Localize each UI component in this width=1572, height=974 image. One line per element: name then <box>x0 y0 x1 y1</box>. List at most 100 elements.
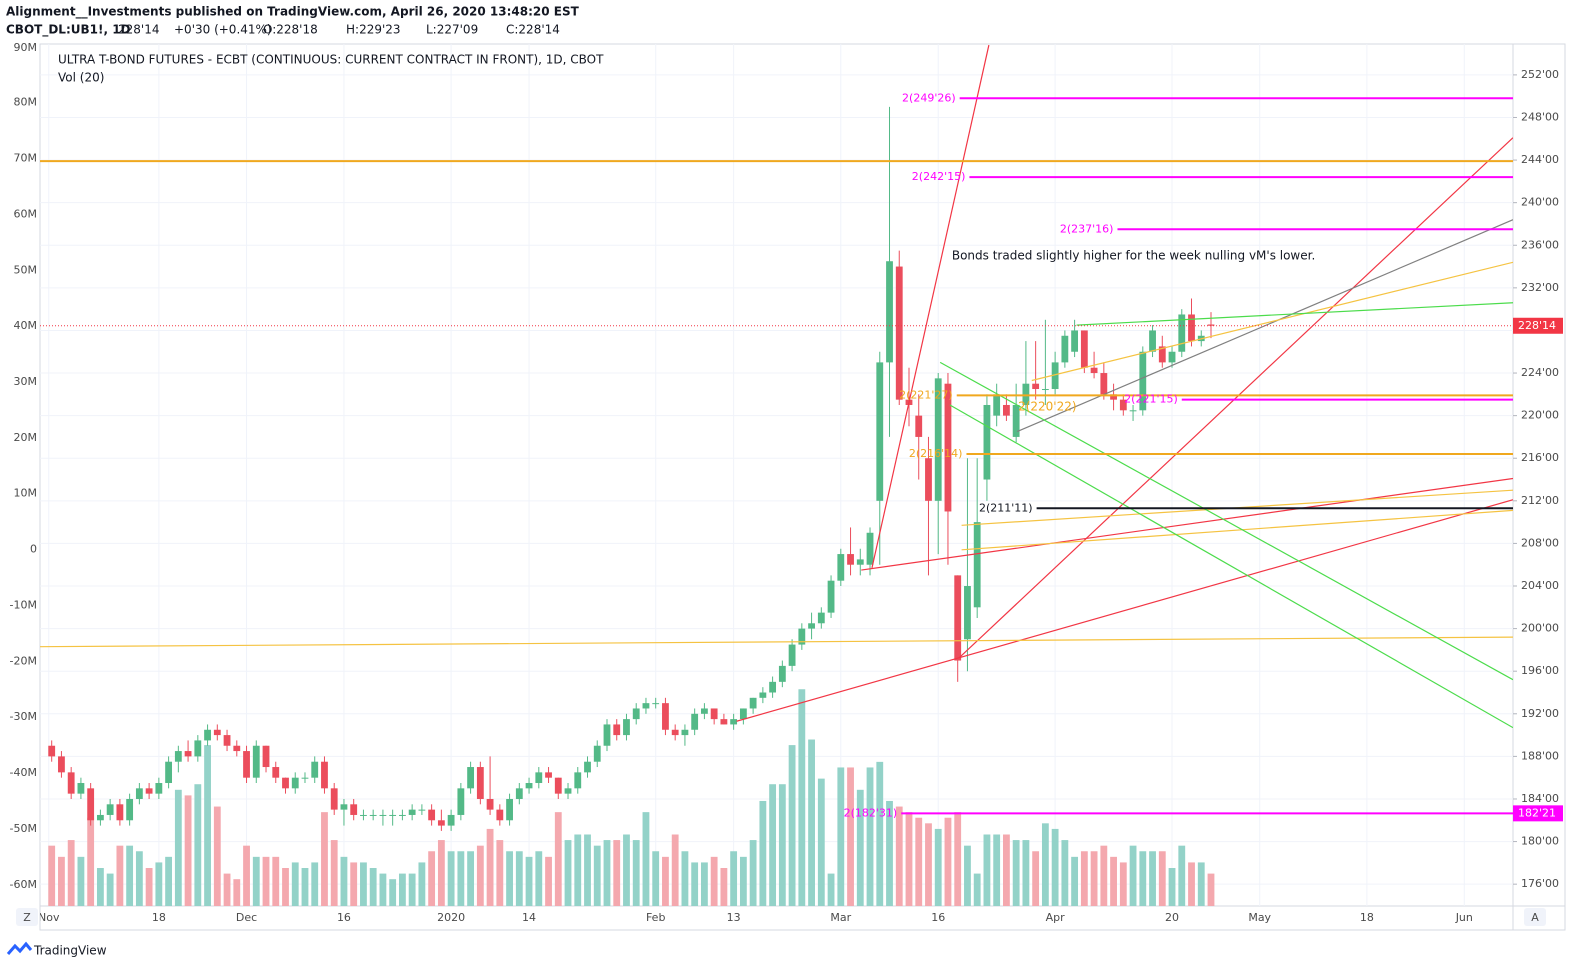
candle-body <box>895 266 903 400</box>
volume-bar <box>418 862 426 906</box>
publisher: Alignment__Investments published on Trad… <box>6 5 580 20</box>
candle-body <box>1051 362 1059 390</box>
axes: 176'00 180'00 184'00 188'00 192'00 196'00 200'… <box>10 41 1563 891</box>
price-pane <box>48 106 1215 831</box>
volume-bar <box>321 812 328 906</box>
volume-bar <box>964 845 971 906</box>
volume-bar <box>165 856 173 906</box>
x-tick-label: 18 <box>152 911 166 924</box>
volume-bar <box>1158 851 1166 906</box>
candle-body <box>515 788 523 799</box>
volume-bar <box>915 817 923 906</box>
y-tick-label: 188'00 <box>1521 749 1559 762</box>
annotation: Bonds traded slightly higher for the wee… <box>952 248 1315 262</box>
candle-body <box>866 532 874 565</box>
y-tick-label: 240'00 <box>1521 196 1559 209</box>
x-tick-label: 18 <box>1360 911 1374 924</box>
zoom-button-label[interactable]: Z <box>23 911 31 924</box>
candle-body <box>613 724 621 736</box>
volume-bar <box>476 845 484 906</box>
y-tick-label: 244'00 <box>1521 153 1559 166</box>
auto-scale-label[interactable]: A <box>1531 911 1539 924</box>
candle-body <box>389 814 397 816</box>
candle-body <box>467 767 475 789</box>
volume-bar <box>642 812 650 906</box>
y-tick-label: 232'00 <box>1521 281 1559 294</box>
annotation: 2(220'22) <box>1018 400 1076 414</box>
volume-bar <box>77 856 85 906</box>
volume-bar <box>428 851 436 906</box>
candle-body <box>369 814 377 816</box>
volume-bar <box>886 800 893 906</box>
y-tick-label: 180'00 <box>1521 835 1559 848</box>
volume-bar <box>1041 823 1049 906</box>
brand-logo <box>6 941 33 955</box>
volume-bar <box>48 845 56 906</box>
volume-bar <box>1119 862 1127 906</box>
y-tick-label: 184'00 <box>1521 792 1559 805</box>
y-tick-label: 212'00 <box>1521 494 1559 507</box>
volume-bar <box>467 851 475 906</box>
candle-body <box>720 719 728 725</box>
candle-body <box>1041 389 1049 391</box>
volume-bar <box>515 851 523 906</box>
candle-body <box>993 394 1001 416</box>
candle-body <box>194 740 202 757</box>
brand[interactable]: TradingView <box>33 944 107 958</box>
volume-bar <box>808 739 815 906</box>
volume-bar <box>58 856 65 906</box>
y2-tick-label: 60M <box>14 207 38 220</box>
candle-body <box>886 261 893 363</box>
candle-body <box>623 719 630 736</box>
candle-body <box>1129 410 1137 412</box>
volume-bar <box>1003 834 1010 906</box>
candle-body <box>398 814 406 816</box>
candle-body <box>233 745 241 752</box>
volume-bar <box>749 840 757 906</box>
volume-bar <box>379 873 387 906</box>
candle-body <box>291 777 299 789</box>
candle-body <box>1168 351 1176 363</box>
ohlc-close: C:228'14 <box>506 23 560 37</box>
candle-body <box>788 644 796 666</box>
volume-bar <box>408 873 416 906</box>
x-tick-label: 2020 <box>437 911 465 924</box>
volume-bar <box>730 851 738 906</box>
y-tick-label: 236'00 <box>1521 238 1559 251</box>
candle-body <box>96 814 104 821</box>
candle-body <box>272 767 280 778</box>
x-tick-label: Jun <box>1455 911 1473 924</box>
volume-bar <box>1071 856 1079 906</box>
candle-body <box>1149 330 1156 352</box>
trend-line <box>1076 302 1513 326</box>
x-tick-label: 16 <box>931 911 945 924</box>
candle-body <box>223 735 231 746</box>
volume-bar <box>545 856 552 906</box>
volume-bar <box>486 828 494 906</box>
candle-body <box>671 729 679 736</box>
candle-body <box>437 820 445 826</box>
volume-pane <box>48 689 1215 906</box>
volume-bar <box>1168 868 1176 906</box>
candle-body <box>1003 404 1010 416</box>
x-tick-label: Mar <box>830 911 851 924</box>
level-label: 2(221'15) <box>1124 393 1178 406</box>
candle-body <box>535 772 543 784</box>
y2-tick-label: 70M <box>14 152 38 165</box>
volume-bar <box>905 812 913 906</box>
candle-body <box>262 745 270 768</box>
candle-body <box>252 745 260 778</box>
volume-bar <box>135 851 143 906</box>
auto-scale-button[interactable] <box>1524 908 1546 926</box>
candle-body <box>973 522 981 608</box>
y2-tick-label: 30M <box>14 375 38 388</box>
zoom-button[interactable] <box>16 908 38 926</box>
candle-body <box>710 708 718 720</box>
level-label: 2(242'15) <box>912 170 966 183</box>
y-tick-label: 176'00 <box>1521 877 1559 890</box>
trend-line <box>959 137 1513 658</box>
candle-body <box>525 783 533 789</box>
candle-body <box>700 708 708 714</box>
volume-bar <box>652 851 660 906</box>
volume-bar <box>759 800 767 906</box>
